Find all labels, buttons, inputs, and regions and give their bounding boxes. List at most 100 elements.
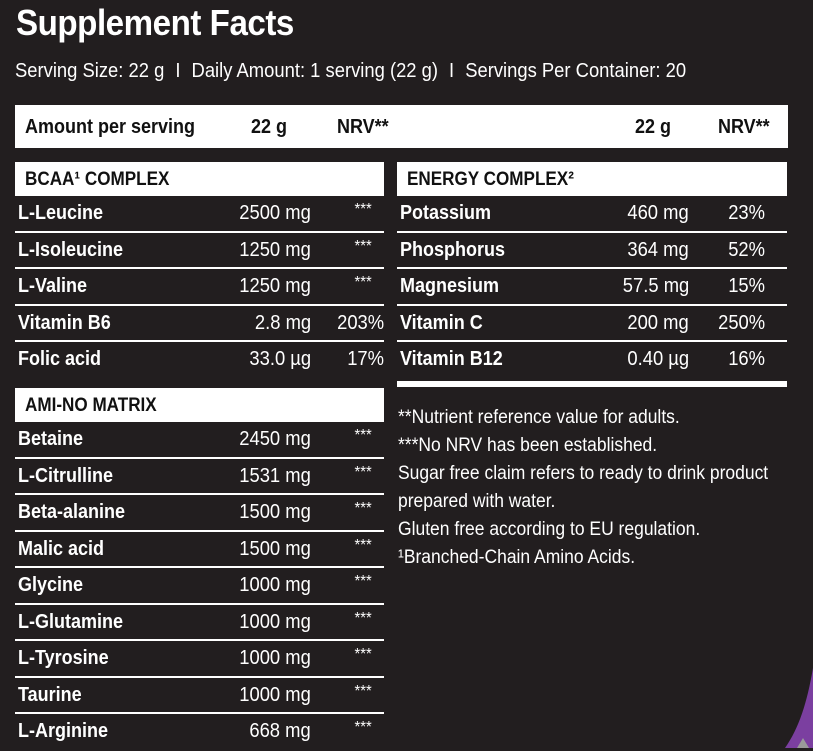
nutrient-name: L-Valine bbox=[18, 275, 88, 297]
right-nrv-header: NRV** bbox=[718, 116, 770, 138]
amino-row: Glycine 1000 mg *** bbox=[15, 568, 384, 605]
nutrient-amount: 460 mg bbox=[627, 202, 689, 224]
nutrient-amount: 1250 mg bbox=[239, 275, 311, 297]
amino-row: L-Tyrosine 1000 mg *** bbox=[15, 641, 384, 678]
nutrient-name: L-Leucine bbox=[18, 202, 104, 224]
amino-matrix-header: AMI-NO MATRIX bbox=[15, 388, 384, 422]
nutrient-nrv: *** bbox=[354, 274, 372, 291]
nutrient-amount: 33.0 µg bbox=[249, 348, 311, 370]
nutrient-amount: 2500 mg bbox=[239, 202, 311, 224]
left-amount-header: 22 g bbox=[251, 116, 288, 138]
nutrient-nrv: 23% bbox=[728, 202, 765, 224]
right-amount-header: 22 g bbox=[635, 116, 672, 138]
nutrient-name: Malic acid bbox=[18, 537, 105, 560]
nutrient-name: L-Arginine bbox=[18, 720, 108, 742]
nutrient-name: Betaine bbox=[18, 428, 84, 450]
energy-row: Magnesium 57.5 mg 15% bbox=[397, 269, 787, 306]
energy-complex-header: ENERGY COMPLEX² bbox=[397, 162, 787, 196]
page-title: Supplement Facts bbox=[16, 2, 294, 43]
nutrient-amount: 1000 mg bbox=[239, 683, 311, 706]
nutrient-nrv: 203% bbox=[336, 311, 384, 334]
nutrient-nrv: *** bbox=[354, 609, 372, 627]
nutrient-amount: 1531 mg bbox=[239, 464, 311, 487]
nutrient-name: Folic acid bbox=[18, 348, 102, 370]
nutrient-nrv: *** bbox=[354, 682, 372, 700]
nutrient-nrv: *** bbox=[354, 500, 372, 517]
bcaa-complex-section: BCAA¹ COMPLEX L-Leucine 2500 mg *** L-Isole… bbox=[15, 162, 384, 379]
amino-row: Betaine 2450 mg *** bbox=[15, 422, 384, 459]
nutrient-name: L-Glutamine bbox=[18, 610, 124, 633]
nutrient-amount: 668 mg bbox=[249, 720, 311, 742]
amount-per-serving-bar: Amount per serving 22 g NRV** 22 g NRV** bbox=[15, 105, 788, 148]
purple-swoosh-decoration bbox=[785, 668, 813, 748]
amino-matrix-section: AMI-NO MATRIX Betaine 2450 mg *** L-Citrull… bbox=[15, 388, 384, 751]
amino-row: L-Glutamine 1000 mg *** bbox=[15, 605, 384, 641]
amino-row: L-Citrulline 1531 mg *** bbox=[15, 459, 384, 495]
nutrient-name: Potassium bbox=[400, 202, 492, 224]
amino-row: Malic acid 1500 mg *** bbox=[15, 532, 384, 568]
daily-amount: Daily Amount: 1 serving (22 g) bbox=[191, 60, 439, 82]
nutrient-name: Vitamin B6 bbox=[18, 311, 111, 334]
nutrient-amount: 200 mg bbox=[627, 311, 689, 334]
nutrient-nrv: *** bbox=[354, 719, 372, 736]
footnote-line: **Nutrient reference value for adults. bbox=[398, 407, 680, 428]
amino-row: L-Arginine 668 mg *** bbox=[15, 714, 384, 751]
nutrient-amount: 1500 mg bbox=[239, 501, 311, 523]
footnote-line: Gluten free according to EU regulation. bbox=[398, 519, 701, 540]
nutrient-amount: 0.40 µg bbox=[627, 348, 689, 370]
nutrient-amount: 1250 mg bbox=[239, 238, 311, 261]
nutrient-name: L-Isoleucine bbox=[18, 238, 124, 261]
nutrient-name: Vitamin B12 bbox=[400, 348, 503, 370]
bcaa-row: Folic acid 33.0 µg 17% bbox=[15, 342, 384, 379]
energy-row: Vitamin C 200 mg 250% bbox=[397, 306, 787, 342]
servings-per-container: Servings Per Container: 20 bbox=[465, 60, 687, 82]
amino-row: Taurine 1000 mg *** bbox=[15, 678, 384, 714]
nutrient-nrv: *** bbox=[354, 201, 372, 218]
bcaa-row: L-Leucine 2500 mg *** bbox=[15, 196, 384, 233]
energy-row: Phosphorus 364 mg 52% bbox=[397, 233, 787, 269]
nutrient-nrv: *** bbox=[354, 427, 372, 444]
separator: I bbox=[175, 60, 181, 82]
bcaa-row: L-Isoleucine 1250 mg *** bbox=[15, 233, 384, 269]
bcaa-row: Vitamin B6 2.8 mg 203% bbox=[15, 306, 384, 342]
nutrient-nrv: 16% bbox=[728, 348, 765, 370]
nutrient-nrv: *** bbox=[354, 536, 372, 554]
nutrient-nrv: *** bbox=[354, 646, 372, 663]
serving-size: Serving Size: 22 g bbox=[15, 60, 165, 82]
energy-row: Vitamin B12 0.40 µg 16% bbox=[397, 342, 787, 379]
footnotes: **Nutrient reference value for adults. **… bbox=[398, 404, 794, 572]
bcaa-row: L-Valine 1250 mg *** bbox=[15, 269, 384, 306]
nutrient-amount: 1000 mg bbox=[239, 647, 311, 669]
amount-per-serving-label: Amount per serving bbox=[25, 116, 196, 138]
amino-row: Beta-alanine 1500 mg *** bbox=[15, 495, 384, 532]
bcaa-complex-header: BCAA¹ COMPLEX bbox=[15, 162, 384, 196]
nutrient-amount: 1000 mg bbox=[239, 574, 311, 596]
energy-section-bottom-rule bbox=[397, 381, 787, 387]
nutrient-nrv: *** bbox=[354, 573, 372, 590]
nutrient-amount: 57.5 mg bbox=[622, 275, 689, 297]
nutrient-name: Phosphorus bbox=[400, 238, 506, 261]
nutrient-amount: 2.8 mg bbox=[254, 311, 311, 334]
footnote-line: prepared with water. bbox=[398, 491, 556, 512]
nutrient-nrv: 250% bbox=[717, 311, 765, 334]
serving-info: Serving Size: 22 g I Daily Amount: 1 servi… bbox=[15, 60, 686, 83]
nutrient-name: Beta-alanine bbox=[18, 501, 126, 523]
nutrient-name: L-Citrulline bbox=[18, 464, 113, 487]
nutrient-name: Magnesium bbox=[400, 275, 500, 297]
nutrient-name: L-Tyrosine bbox=[18, 647, 109, 669]
nutrient-amount: 2450 mg bbox=[239, 428, 311, 450]
footnote-line: Sugar free claim refers to ready to drin… bbox=[398, 463, 769, 484]
nutrient-nrv: 15% bbox=[728, 275, 765, 297]
energy-complex-section: ENERGY COMPLEX² Potassium 460 mg 23% Phosph… bbox=[397, 162, 787, 379]
nutrient-amount: 1000 mg bbox=[239, 610, 311, 633]
nutrient-amount: 364 mg bbox=[627, 238, 689, 261]
nutrient-name: Taurine bbox=[18, 683, 82, 706]
energy-row: Potassium 460 mg 23% bbox=[397, 196, 787, 233]
nutrient-nrv: *** bbox=[354, 237, 372, 255]
separator: I bbox=[449, 60, 455, 82]
footnote-line: ***No NRV has been established. bbox=[398, 435, 658, 456]
nutrient-nrv: 17% bbox=[347, 348, 384, 370]
nutrient-name: Glycine bbox=[18, 574, 84, 596]
left-nrv-header: NRV** bbox=[337, 116, 389, 138]
nutrient-name: Vitamin C bbox=[400, 311, 483, 334]
